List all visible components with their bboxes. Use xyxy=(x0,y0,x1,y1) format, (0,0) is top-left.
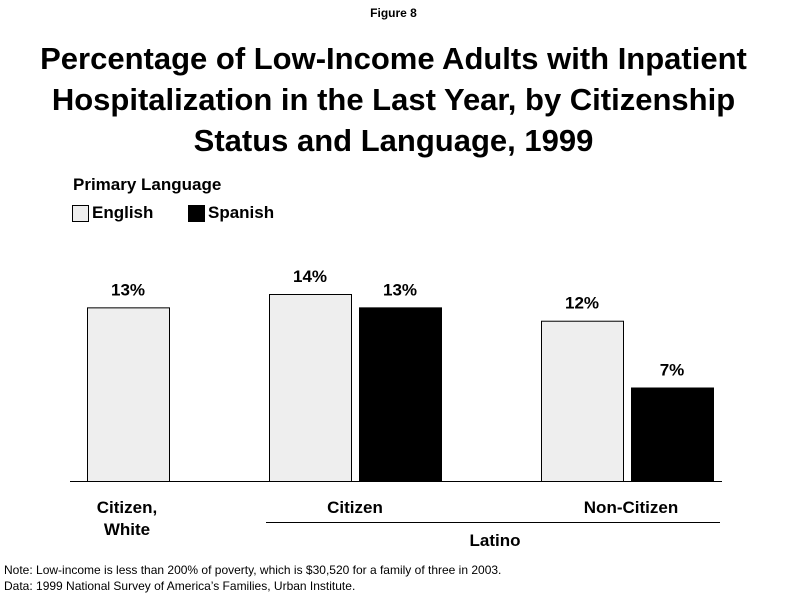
figure-label: Figure 8 xyxy=(370,6,417,20)
bar-english xyxy=(269,294,352,482)
data-label: 13% xyxy=(383,280,417,299)
legend-item-spanish: Spanish xyxy=(188,203,274,223)
title-line: Percentage of Low-Income Adults with Inp… xyxy=(40,41,747,76)
footnote: Note: Low-income is less than 200% of po… xyxy=(4,562,501,594)
data-label: 12% xyxy=(565,294,599,313)
data-label: 7% xyxy=(660,361,685,380)
note-text: Note: Low-income is less than 200% of po… xyxy=(4,563,502,577)
supergroup-label: Latino xyxy=(470,531,521,550)
category-label: Citizen xyxy=(327,498,383,517)
legend-label-spanish: Spanish xyxy=(208,203,275,222)
data-label: 14% xyxy=(293,267,327,286)
bar-spanish xyxy=(631,387,714,482)
title-line: Status and Language, 1999 xyxy=(193,123,594,158)
bar-english xyxy=(87,307,170,482)
category-label: Non-Citizen xyxy=(584,498,678,517)
bar-english xyxy=(541,320,624,483)
data-label: 13% xyxy=(111,280,145,299)
legend-title: Primary Language xyxy=(73,175,222,194)
bar-spanish xyxy=(359,307,442,482)
title-line: Hospitalization in the Last Year, by Cit… xyxy=(51,82,736,117)
legend-item-english: English xyxy=(72,203,153,223)
category-label: Citizen, xyxy=(97,498,157,517)
chart-title: Percentage of Low-Income Adults with Inp… xyxy=(0,38,787,161)
category-label: White xyxy=(104,520,150,539)
legend-label-english: English xyxy=(92,203,154,222)
legend-swatch-english xyxy=(72,204,89,222)
legend-swatch-spanish xyxy=(188,204,205,222)
source-text: Data: 1999 National Survey of America’s … xyxy=(4,579,356,593)
